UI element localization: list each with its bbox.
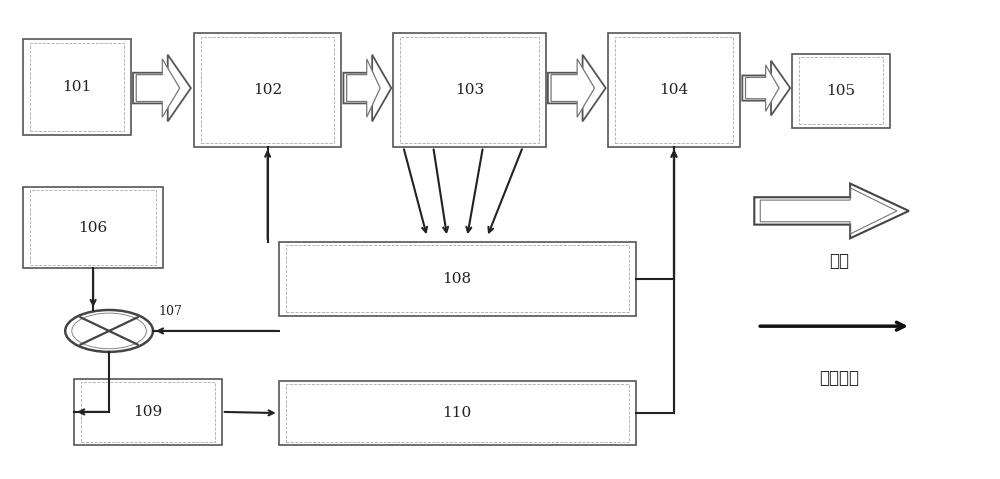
Text: 104: 104 — [659, 83, 689, 97]
FancyBboxPatch shape — [74, 378, 222, 445]
FancyBboxPatch shape — [608, 34, 740, 147]
Text: 108: 108 — [443, 272, 472, 286]
Polygon shape — [136, 59, 180, 117]
FancyBboxPatch shape — [194, 34, 341, 147]
Polygon shape — [746, 65, 779, 111]
Polygon shape — [548, 55, 606, 121]
Text: 110: 110 — [442, 406, 472, 420]
Polygon shape — [347, 59, 380, 117]
FancyBboxPatch shape — [393, 34, 546, 147]
FancyBboxPatch shape — [23, 39, 131, 135]
Polygon shape — [754, 183, 909, 239]
Polygon shape — [133, 55, 191, 121]
FancyBboxPatch shape — [279, 381, 636, 445]
FancyBboxPatch shape — [792, 54, 890, 127]
Polygon shape — [742, 61, 790, 115]
FancyBboxPatch shape — [279, 242, 636, 316]
Text: 控制信号: 控制信号 — [819, 369, 859, 387]
Text: 气道: 气道 — [829, 252, 849, 270]
Text: 102: 102 — [253, 83, 282, 97]
Text: 105: 105 — [826, 84, 856, 98]
Text: 109: 109 — [133, 405, 163, 419]
FancyBboxPatch shape — [23, 187, 163, 268]
Polygon shape — [551, 59, 595, 117]
Text: 106: 106 — [79, 221, 108, 235]
Text: 103: 103 — [455, 83, 484, 97]
Polygon shape — [343, 55, 391, 121]
Text: 101: 101 — [63, 80, 92, 94]
Text: 107: 107 — [158, 305, 182, 319]
